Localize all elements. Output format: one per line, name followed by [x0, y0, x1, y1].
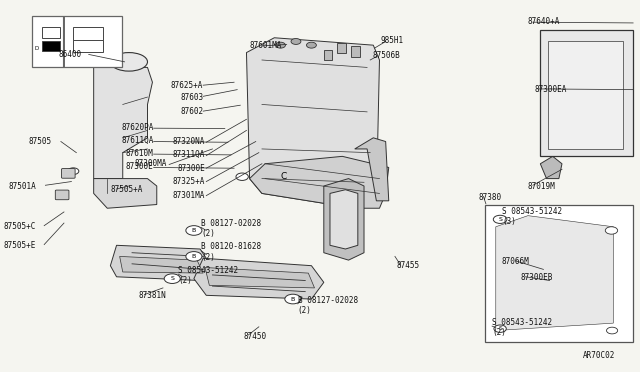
Bar — [351, 46, 360, 57]
Polygon shape — [491, 212, 621, 334]
Bar — [73, 39, 103, 52]
Text: S 08543-51242
(3): S 08543-51242 (3) — [502, 207, 562, 226]
Bar — [548, 41, 623, 149]
Text: 87311QA: 87311QA — [173, 150, 205, 159]
Text: S: S — [498, 326, 502, 331]
Polygon shape — [93, 67, 152, 179]
Circle shape — [164, 274, 180, 283]
Polygon shape — [324, 179, 364, 260]
Text: 87300E: 87300E — [126, 162, 154, 171]
Bar — [540, 31, 633, 156]
Circle shape — [285, 294, 301, 304]
Circle shape — [291, 38, 301, 44]
Polygon shape — [194, 258, 324, 299]
Circle shape — [276, 42, 285, 48]
Text: B 08127-02028
(2): B 08127-02028 (2) — [202, 219, 261, 238]
Text: AR70C02: AR70C02 — [582, 351, 615, 360]
FancyBboxPatch shape — [55, 190, 69, 200]
Circle shape — [493, 215, 507, 224]
Circle shape — [68, 168, 79, 174]
Text: 87300EA: 87300EA — [534, 85, 566, 94]
Circle shape — [605, 227, 618, 234]
Text: 87602: 87602 — [180, 108, 203, 116]
Text: 87019M: 87019M — [528, 182, 556, 190]
Polygon shape — [250, 156, 388, 208]
Circle shape — [186, 251, 202, 261]
Text: 87300EB: 87300EB — [520, 273, 553, 282]
Polygon shape — [120, 256, 203, 273]
Text: 87505+C: 87505+C — [4, 222, 36, 231]
Bar — [484, 205, 633, 341]
Text: B: B — [192, 254, 196, 259]
Text: 87610M: 87610M — [126, 149, 154, 158]
Text: 87300MA: 87300MA — [135, 159, 167, 168]
Bar — [337, 42, 346, 53]
Text: 87300E: 87300E — [177, 164, 205, 173]
Text: 87381N: 87381N — [138, 291, 166, 300]
Polygon shape — [496, 216, 613, 331]
Bar — [73, 27, 103, 41]
Circle shape — [307, 42, 316, 48]
Circle shape — [186, 226, 202, 235]
Text: 87611QA: 87611QA — [122, 136, 154, 145]
Text: B 08127-02028
(2): B 08127-02028 (2) — [298, 296, 358, 315]
Bar — [42, 28, 60, 38]
Text: 87301MA: 87301MA — [173, 191, 205, 200]
Polygon shape — [205, 267, 314, 288]
Text: 87501A: 87501A — [8, 182, 36, 190]
Text: S 08543-51242
(2): S 08543-51242 (2) — [179, 266, 239, 285]
Bar — [42, 41, 60, 51]
Text: 87505+A: 87505+A — [110, 185, 143, 194]
Circle shape — [494, 325, 506, 333]
Text: 87320NA: 87320NA — [173, 137, 205, 146]
Text: 87505+E: 87505+E — [4, 241, 36, 250]
Text: D: D — [35, 46, 39, 51]
Text: 985H1: 985H1 — [381, 36, 404, 45]
Bar — [32, 16, 122, 67]
Text: 87380: 87380 — [479, 193, 502, 202]
Text: 87505: 87505 — [28, 137, 52, 146]
Text: S 08543-51242
(2): S 08543-51242 (2) — [492, 318, 552, 337]
Text: B: B — [192, 228, 196, 233]
Text: S: S — [170, 276, 174, 281]
Text: 87620PA: 87620PA — [122, 123, 154, 132]
Polygon shape — [93, 179, 157, 208]
Circle shape — [236, 173, 248, 180]
Text: 87066M: 87066M — [502, 257, 530, 266]
Ellipse shape — [110, 52, 147, 71]
Polygon shape — [246, 38, 380, 208]
Text: 87325+A: 87325+A — [173, 177, 205, 186]
Text: 87450: 87450 — [243, 331, 266, 341]
Text: 87455: 87455 — [396, 261, 419, 270]
Text: 86400: 86400 — [58, 50, 81, 59]
Text: 87640+A: 87640+A — [528, 17, 561, 26]
Text: 87603: 87603 — [180, 93, 203, 102]
Text: 87506B: 87506B — [372, 51, 400, 60]
Bar — [324, 50, 332, 60]
Text: C: C — [280, 172, 287, 181]
Circle shape — [607, 327, 618, 334]
Text: B: B — [291, 296, 295, 302]
FancyBboxPatch shape — [61, 169, 75, 178]
Polygon shape — [540, 156, 562, 179]
Polygon shape — [110, 245, 212, 280]
Polygon shape — [330, 190, 358, 249]
Polygon shape — [355, 138, 388, 201]
Text: B 08120-81628
(2): B 08120-81628 (2) — [202, 242, 261, 262]
Text: 87625+A: 87625+A — [171, 81, 203, 90]
Text: S: S — [498, 217, 502, 222]
Text: 87601MA: 87601MA — [250, 41, 282, 50]
